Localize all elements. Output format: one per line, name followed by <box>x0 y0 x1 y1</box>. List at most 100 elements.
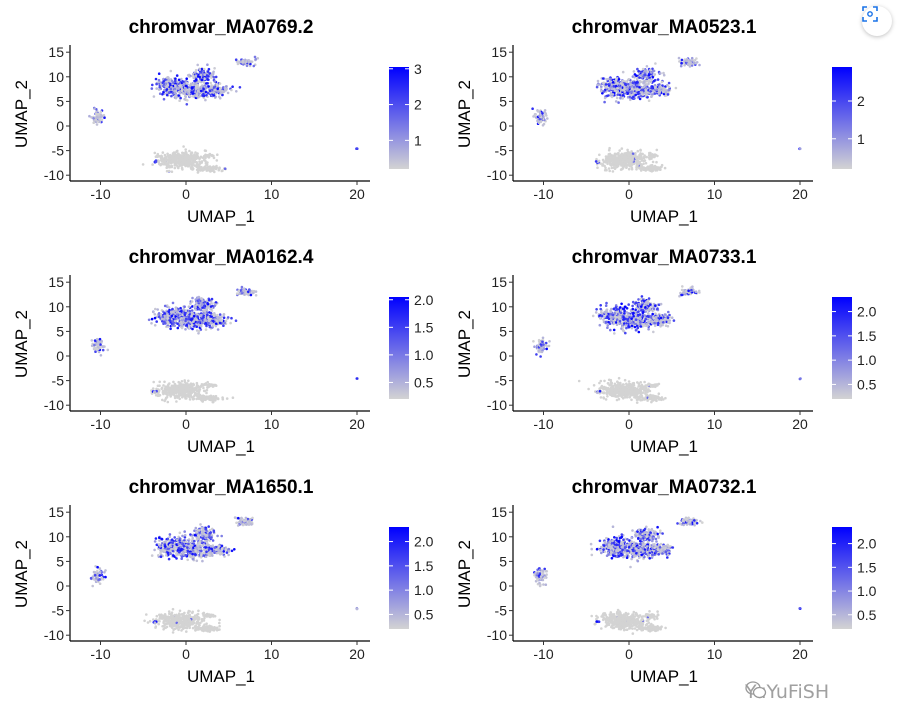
chart-title: chromvar_MA0523.1 <box>572 17 757 38</box>
point <box>599 304 602 307</box>
point <box>181 390 185 394</box>
point <box>636 149 640 153</box>
point <box>206 78 210 81</box>
legend-tick-label: 1.0 <box>414 347 434 363</box>
point <box>190 391 194 394</box>
point <box>649 156 653 160</box>
point <box>210 154 214 157</box>
point <box>245 292 248 295</box>
color-legend-bar <box>389 297 409 399</box>
point <box>630 90 633 94</box>
point <box>199 94 202 98</box>
point <box>157 159 160 162</box>
point <box>188 383 191 387</box>
point <box>655 169 659 172</box>
point <box>198 324 201 327</box>
point <box>173 87 177 91</box>
point <box>598 153 601 157</box>
point <box>184 156 187 160</box>
point <box>218 96 222 100</box>
point <box>641 311 645 315</box>
point <box>239 60 242 64</box>
point <box>186 311 190 314</box>
point <box>608 169 611 173</box>
point <box>98 118 101 121</box>
point <box>210 168 214 171</box>
point <box>199 301 203 305</box>
y-tick-label: 0 <box>56 118 64 134</box>
point <box>163 156 167 160</box>
chart-title: chromvar_MA0733.1 <box>572 247 757 268</box>
point <box>156 152 160 156</box>
point <box>173 156 177 160</box>
point <box>195 386 199 389</box>
point <box>166 322 170 325</box>
point <box>195 168 199 171</box>
point <box>199 73 203 77</box>
point <box>169 87 173 91</box>
point <box>170 94 173 98</box>
point <box>208 383 212 386</box>
point <box>622 318 625 321</box>
point <box>197 295 201 299</box>
point <box>163 380 166 384</box>
point <box>169 311 173 314</box>
point <box>218 316 221 319</box>
point <box>178 99 181 102</box>
point <box>172 81 175 85</box>
x-tick-label: 10 <box>707 186 723 202</box>
point <box>220 315 223 319</box>
point <box>249 293 253 297</box>
point <box>156 155 159 158</box>
x-tick-label: 10 <box>264 186 280 202</box>
point <box>615 165 619 168</box>
y-tick-label: 0 <box>56 348 64 364</box>
point <box>614 321 618 324</box>
point <box>607 157 611 161</box>
point <box>640 158 644 161</box>
point <box>206 384 209 387</box>
point <box>188 149 191 153</box>
point <box>158 162 161 166</box>
point <box>666 316 670 319</box>
point <box>632 85 636 89</box>
point <box>609 310 613 313</box>
point <box>201 398 204 402</box>
point <box>200 297 203 300</box>
point <box>631 322 634 325</box>
y-tick-label: -5 <box>495 143 508 159</box>
point <box>178 91 182 95</box>
point <box>205 306 209 310</box>
point <box>92 121 95 124</box>
point <box>154 307 157 311</box>
point <box>206 63 209 66</box>
point <box>656 318 659 322</box>
point <box>181 395 184 399</box>
point <box>190 86 194 90</box>
point <box>180 166 184 170</box>
point <box>175 93 178 97</box>
panel: chromvar_MA0162.4-10 0 10 20151050-5-10UMAP… <box>12 247 434 456</box>
point <box>158 393 162 397</box>
point <box>637 69 640 73</box>
point <box>659 325 662 328</box>
point <box>644 70 647 73</box>
point <box>165 169 169 173</box>
legend-tick-label: 0.5 <box>414 374 434 390</box>
point <box>168 166 172 169</box>
point <box>218 167 221 171</box>
point <box>215 159 219 162</box>
point <box>627 324 630 328</box>
y-tick-label: -5 <box>52 373 65 389</box>
point <box>183 305 186 308</box>
point <box>666 83 669 87</box>
point <box>179 96 182 100</box>
point <box>163 153 167 157</box>
point <box>607 167 611 170</box>
legend-tick-label: 2 <box>414 97 422 113</box>
point <box>615 159 618 162</box>
y-tick-label: -5 <box>52 143 65 159</box>
point <box>160 162 164 166</box>
point <box>541 112 544 115</box>
point <box>173 91 177 95</box>
